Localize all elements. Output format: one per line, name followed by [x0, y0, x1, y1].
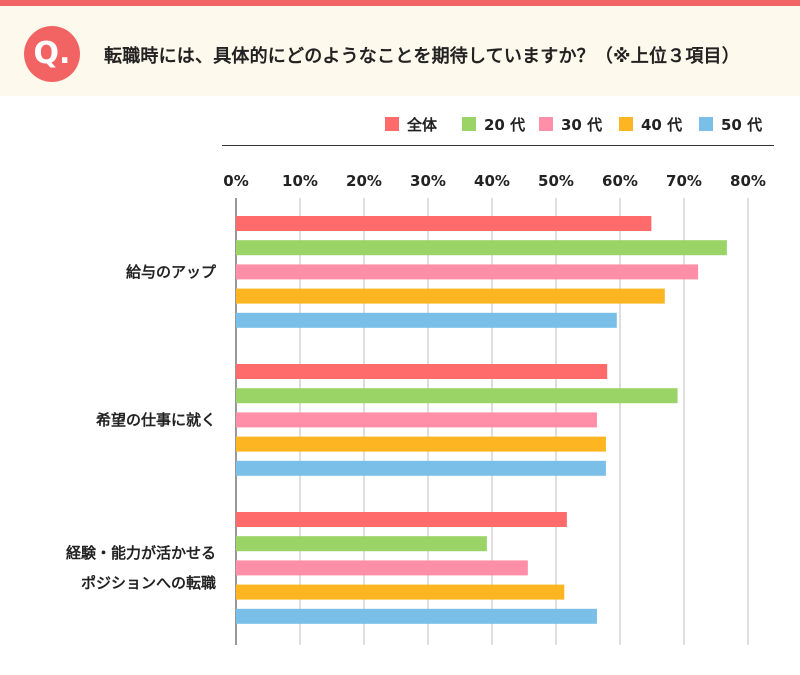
x-tick-label: 40%	[474, 172, 510, 190]
category-label: 経験・能力が活かせる	[66, 544, 216, 562]
bar	[236, 560, 528, 576]
legend-swatch-40s	[619, 117, 633, 131]
bar	[236, 364, 608, 379]
legend-item-20s: 20 代	[462, 112, 525, 136]
x-tick-label: 0%	[223, 172, 248, 190]
x-tick-label: 80%	[730, 172, 766, 190]
question-badge: Q.	[24, 26, 80, 82]
legend-divider	[222, 145, 774, 146]
question-header: Q. 転職時には、具体的にどのようなことを期待していますか？（※上位３項目）	[0, 6, 800, 96]
legend-label-50s: 50 代	[721, 115, 763, 134]
x-tick-label: 30%	[410, 172, 446, 190]
x-tick-label: 70%	[666, 172, 702, 190]
legend-swatch-all	[385, 117, 399, 131]
bar	[236, 608, 597, 624]
bar	[236, 584, 565, 600]
legend-label-20s: 20 代	[484, 115, 526, 134]
chart-legend: 全体 20 代 30 代 40 代 50 代	[0, 112, 800, 136]
x-tick-label: 20%	[346, 172, 382, 190]
category-label: 給与のアップ	[126, 263, 217, 281]
bar	[236, 460, 606, 476]
category-label: ポジションへの転職	[81, 574, 216, 592]
legend-swatch-30s	[539, 117, 553, 131]
legend-swatch-50s	[699, 117, 713, 131]
legend-swatch-20s	[462, 117, 476, 131]
bar	[236, 388, 678, 404]
bar	[236, 436, 606, 452]
bar	[236, 288, 665, 304]
legend-label-30s: 30 代	[561, 115, 603, 134]
legend-label-40s: 40 代	[641, 115, 683, 134]
bar-chart: 0% 10% 20% 30% 40% 50% 60% 70% 80% 給与のアップ希望の仕事に就く…	[66, 172, 766, 645]
bar	[236, 412, 597, 428]
bar	[236, 312, 617, 328]
category-label: 希望の仕事に就く	[96, 411, 216, 429]
bar	[236, 216, 652, 231]
question-text: 転職時には、具体的にどのようなことを期待していますか？（※上位３項目）	[104, 46, 740, 67]
x-tick-label: 10%	[282, 172, 318, 190]
bar	[236, 536, 487, 552]
legend-item-30s: 30 代	[539, 112, 602, 136]
bar	[236, 512, 567, 527]
bar	[236, 240, 727, 256]
x-tick-label: 50%	[538, 172, 574, 190]
legend-label-all: 全体	[407, 115, 438, 134]
x-tick-label: 60%	[602, 172, 638, 190]
legend-item-all: 全体	[385, 112, 437, 136]
bar	[236, 264, 699, 280]
legend-item-50s: 50 代	[699, 112, 762, 136]
top-accent-bar	[0, 0, 800, 6]
legend-item-40s: 40 代	[619, 112, 682, 136]
